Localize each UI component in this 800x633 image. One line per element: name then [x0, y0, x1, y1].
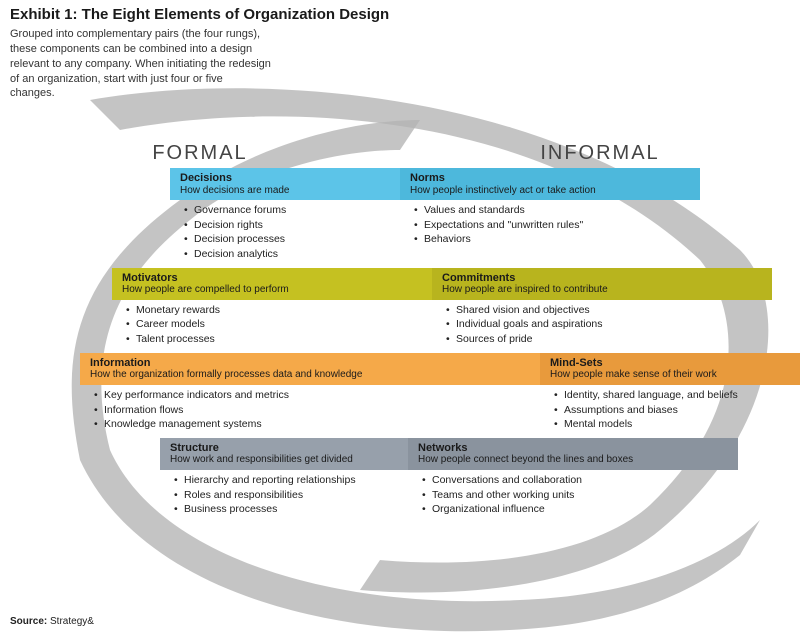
- formal-header-cell: InformationHow the organization formally…: [80, 353, 540, 385]
- informal-bullets: Conversations and collaborationTeams and…: [400, 473, 800, 517]
- formal-title: Structure: [170, 442, 398, 454]
- exhibit-title: Exhibit 1: The Eight Elements of Organiz…: [0, 0, 800, 25]
- formal-header-cell: DecisionsHow decisions are made: [170, 168, 400, 200]
- informal-subtitle: How people connect beyond the lines and …: [418, 454, 728, 465]
- formal-title: Motivators: [122, 272, 422, 284]
- list-item: Decision processes: [184, 232, 400, 247]
- list-item: Expectations and "unwritten rules": [414, 218, 800, 233]
- informal-subtitle: How people make sense of their work: [550, 369, 790, 380]
- list-item: Hierarchy and reporting relationships: [174, 473, 400, 488]
- rung-bar: InformationHow the organization formally…: [0, 353, 800, 385]
- list-item: Conversations and collaboration: [422, 473, 800, 488]
- formal-title: Information: [90, 357, 530, 369]
- formal-bullets: Key performance indicators and metricsIn…: [0, 388, 400, 432]
- formal-header: FORMAL: [0, 142, 400, 165]
- formal-header-cell: MotivatorsHow people are compelled to pe…: [112, 268, 432, 300]
- rung-bar: MotivatorsHow people are compelled to pe…: [0, 268, 800, 300]
- source-label: Source:: [10, 616, 47, 627]
- list-item: Behaviors: [414, 232, 800, 247]
- formal-subtitle: How work and responsibilities get divide…: [170, 454, 398, 465]
- rung-2: InformationHow the organization formally…: [0, 353, 800, 432]
- informal-header-cell: NormsHow people instinctively act or tak…: [400, 168, 700, 200]
- rung-0: DecisionsHow decisions are madeNormsHow …: [0, 168, 800, 262]
- informal-title: Commitments: [442, 272, 762, 284]
- informal-title: Networks: [418, 442, 728, 454]
- informal-title: Mind-Sets: [550, 357, 790, 369]
- rung-bullets: Governance forumsDecision rightsDecision…: [0, 203, 800, 262]
- informal-bullets: Shared vision and objectivesIndividual g…: [400, 303, 800, 347]
- formal-bullets: Monetary rewardsCareer modelsTalent proc…: [0, 303, 400, 347]
- informal-subtitle: How people instinctively act or take act…: [410, 185, 690, 196]
- informal-header-cell: Mind-SetsHow people make sense of their …: [540, 353, 800, 385]
- list-item: Monetary rewards: [126, 303, 400, 318]
- list-item: Roles and responsibilities: [174, 488, 400, 503]
- informal-bullets: Values and standardsExpectations and "un…: [400, 203, 800, 262]
- rung-1: MotivatorsHow people are compelled to pe…: [0, 268, 800, 347]
- list-item: Decision analytics: [184, 247, 400, 262]
- rung-bar: DecisionsHow decisions are madeNormsHow …: [0, 168, 800, 200]
- list-item: Talent processes: [126, 332, 400, 347]
- informal-header-cell: NetworksHow people connect beyond the li…: [408, 438, 738, 470]
- list-item: Governance forums: [184, 203, 400, 218]
- list-item: Business processes: [174, 502, 400, 517]
- list-item: Identity, shared language, and beliefs: [554, 388, 800, 403]
- list-item: Mental models: [554, 417, 800, 432]
- list-item: Individual goals and aspirations: [446, 317, 800, 332]
- list-item: Knowledge management systems: [94, 417, 400, 432]
- informal-title: Norms: [410, 172, 690, 184]
- informal-bullets: Identity, shared language, and beliefsAs…: [400, 388, 800, 432]
- rung-bar: StructureHow work and responsibilities g…: [0, 438, 800, 470]
- rung-3: StructureHow work and responsibilities g…: [0, 438, 800, 517]
- formal-title: Decisions: [180, 172, 390, 184]
- list-item: Information flows: [94, 403, 400, 418]
- list-item: Key performance indicators and metrics: [94, 388, 400, 403]
- rungs-container: DecisionsHow decisions are madeNormsHow …: [0, 168, 800, 523]
- exhibit-subtitle: Grouped into complementary pairs (the fo…: [0, 25, 320, 101]
- list-item: Teams and other working units: [422, 488, 800, 503]
- list-item: Decision rights: [184, 218, 400, 233]
- rung-bullets: Key performance indicators and metricsIn…: [0, 388, 800, 432]
- rung-bullets: Hierarchy and reporting relationshipsRol…: [0, 473, 800, 517]
- informal-header: INFORMAL: [400, 142, 800, 165]
- formal-bullets: Hierarchy and reporting relationshipsRol…: [0, 473, 400, 517]
- rung-bullets: Monetary rewardsCareer modelsTalent proc…: [0, 303, 800, 347]
- source-value: Strategy&: [50, 616, 94, 627]
- formal-bullets: Governance forumsDecision rightsDecision…: [0, 203, 400, 262]
- list-item: Sources of pride: [446, 332, 800, 347]
- formal-header-cell: StructureHow work and responsibilities g…: [160, 438, 408, 470]
- source-line: Source: Strategy&: [10, 616, 94, 627]
- formal-subtitle: How decisions are made: [180, 185, 390, 196]
- informal-header-cell: CommitmentsHow people are inspired to co…: [432, 268, 772, 300]
- list-item: Organizational influence: [422, 502, 800, 517]
- informal-subtitle: How people are inspired to contribute: [442, 284, 762, 295]
- list-item: Values and standards: [414, 203, 800, 218]
- list-item: Career models: [126, 317, 400, 332]
- formal-subtitle: How people are compelled to perform: [122, 284, 422, 295]
- list-item: Shared vision and objectives: [446, 303, 800, 318]
- column-headers: FORMAL INFORMAL: [0, 142, 800, 165]
- formal-subtitle: How the organization formally processes …: [90, 369, 530, 380]
- list-item: Assumptions and biases: [554, 403, 800, 418]
